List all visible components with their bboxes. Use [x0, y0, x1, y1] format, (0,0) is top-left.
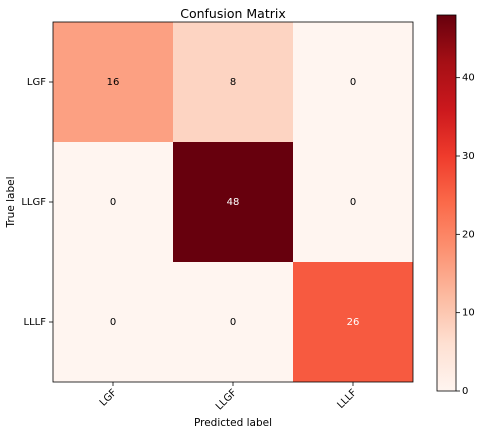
- heatmap-cell: [173, 262, 293, 382]
- y-axis-label: True label: [5, 176, 17, 228]
- chart-title: Confusion Matrix: [180, 6, 286, 21]
- colorbar-tick-label: 40: [462, 73, 475, 84]
- cell-value-label: 0: [350, 197, 356, 208]
- x-tick-label: LGF: [98, 387, 119, 408]
- cell-value-label: 48: [227, 197, 240, 208]
- x-tick-label: LLGF: [214, 387, 239, 412]
- y-tick-label: LGF: [27, 77, 46, 88]
- heatmap-cell: [53, 142, 173, 262]
- heatmap-cell: [293, 22, 413, 142]
- heatmap-cell: [173, 22, 293, 142]
- heatmap-cell: [53, 22, 173, 142]
- cell-value-label: 0: [110, 197, 116, 208]
- colorbar-tick-label: 20: [462, 229, 475, 240]
- cell-value-label: 0: [230, 317, 236, 328]
- heatmap-cell: [293, 142, 413, 262]
- y-tick-label: LLLF: [24, 317, 47, 328]
- y-tick-label: LLGF: [21, 197, 46, 208]
- heatmap-cell: [173, 142, 293, 262]
- cell-value-label: 16: [107, 77, 120, 88]
- colorbar-tick-label: 0: [462, 386, 468, 397]
- colorbar-ticks: 0 10 20 30 40: [456, 73, 475, 397]
- cell-value-label: 26: [347, 317, 360, 328]
- x-tick-label: LLLF: [335, 387, 359, 411]
- colorbar-tick-label: 30: [462, 151, 475, 162]
- cell-value-label: 0: [110, 317, 116, 328]
- heatmap-cell: [293, 262, 413, 382]
- x-axis-label: Predicted label: [194, 417, 272, 429]
- cell-value-label: 8: [230, 77, 236, 88]
- y-axis-ticks: LGF LLGF LLLF: [21, 77, 53, 328]
- x-axis-ticks: LGF LLGF LLLF: [98, 382, 359, 413]
- colorbar-tick-label: 10: [462, 308, 475, 319]
- heatmap-cell: [53, 262, 173, 382]
- heatmap-cells: 16 8 0 0 48 0 0 0 26: [53, 22, 413, 382]
- cell-value-label: 0: [350, 77, 356, 88]
- colorbar: [436, 14, 457, 392]
